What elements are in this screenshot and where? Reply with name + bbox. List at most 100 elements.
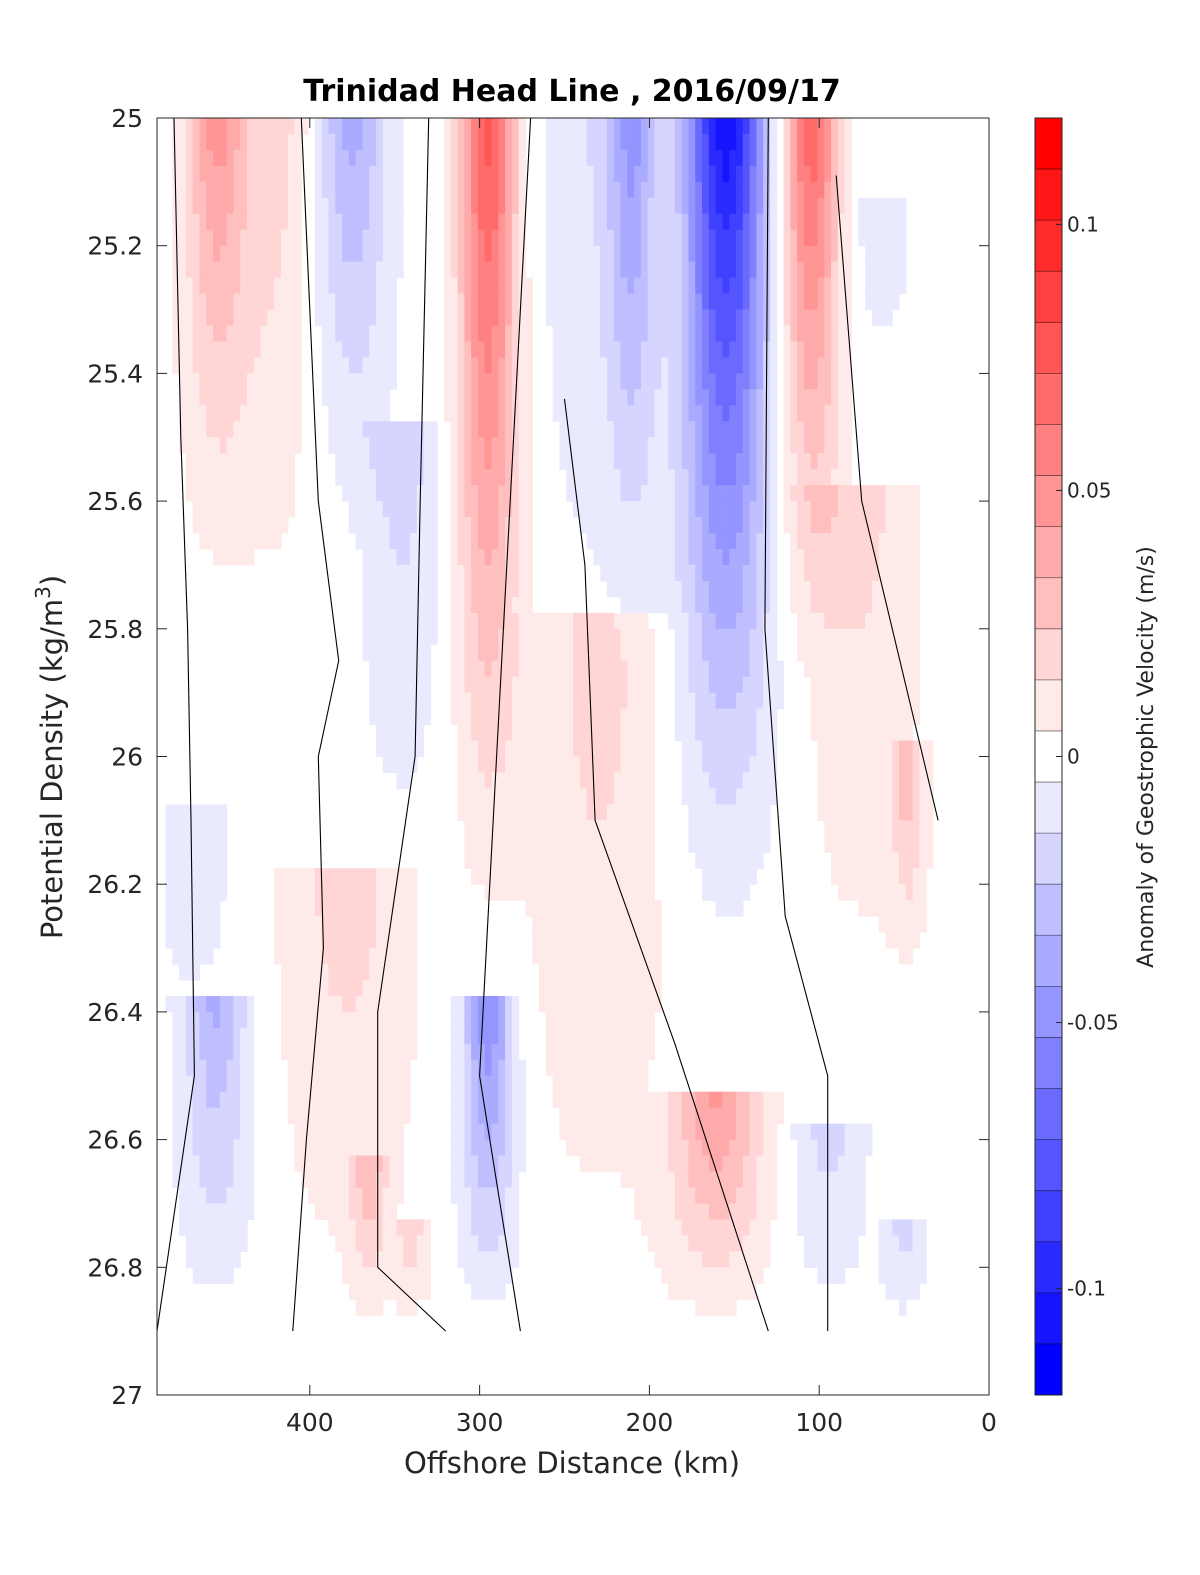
heatmap-cell — [539, 772, 547, 790]
heatmap-cell — [736, 1091, 744, 1109]
heatmap-cell — [484, 357, 493, 374]
heatmap-cell — [579, 740, 588, 758]
heatmap-cell — [477, 165, 486, 183]
heatmap-cell — [613, 213, 622, 231]
heatmap-cell — [586, 1011, 594, 1029]
heatmap-cell — [865, 533, 873, 550]
heatmap-cell — [240, 1123, 248, 1141]
heatmap-cell — [240, 373, 248, 390]
heatmap-cell — [294, 1123, 302, 1141]
heatmap-cell — [362, 979, 370, 997]
heatmap-cell — [185, 421, 194, 438]
heatmap-cell — [573, 1091, 581, 1109]
heatmap-cell — [674, 325, 683, 343]
heatmap-cell — [471, 517, 479, 534]
heatmap-cell — [518, 564, 527, 582]
heatmap-cell — [613, 181, 622, 199]
heatmap-cell — [858, 229, 866, 247]
heatmap-cell — [280, 181, 289, 199]
heatmap-cell — [301, 979, 309, 997]
heatmap-cell — [484, 756, 493, 774]
heatmap-cell — [600, 724, 608, 742]
heatmap-cell — [233, 181, 241, 199]
heatmap-cell — [749, 612, 757, 630]
heatmap-cell — [729, 740, 737, 758]
heatmap-cell — [573, 325, 581, 343]
heatmap-cell — [627, 149, 635, 167]
heatmap-cell — [851, 533, 859, 550]
heatmap-cell — [708, 708, 717, 726]
heatmap-cell — [369, 995, 377, 1013]
heatmap-cell — [233, 1123, 241, 1141]
heatmap-cell — [539, 948, 547, 965]
heatmap-cell — [484, 708, 493, 726]
heatmap-cell — [573, 852, 581, 869]
heatmap-cell — [335, 309, 343, 327]
heatmap-cell — [450, 660, 459, 678]
heatmap-cell — [369, 517, 377, 534]
heatmap-cell — [511, 341, 520, 359]
heatmap-cell — [871, 628, 880, 646]
heatmap-cell — [858, 724, 866, 742]
heatmap-cell — [763, 181, 771, 199]
heatmap-cell — [192, 1139, 201, 1157]
heatmap-cell — [477, 788, 486, 805]
heatmap-cell — [668, 501, 676, 518]
heatmap-cell — [783, 517, 791, 534]
heatmap-cell — [579, 357, 588, 374]
heatmap-cell — [783, 181, 791, 199]
heatmap-cell — [654, 118, 662, 135]
heatmap-cell — [342, 900, 350, 917]
heatmap-cell — [620, 772, 628, 790]
heatmap-cell — [756, 213, 764, 231]
heatmap-cell — [647, 995, 656, 1013]
heatmap-cell — [179, 293, 187, 311]
heatmap-cell — [620, 389, 628, 406]
heatmap-cell — [219, 820, 228, 837]
heatmap-cell — [742, 357, 751, 374]
heatmap-cell — [586, 612, 594, 630]
heatmap-cell — [423, 628, 431, 646]
heatmap-cell — [647, 548, 656, 566]
heatmap-cell — [484, 772, 493, 790]
heatmap-cell — [674, 293, 683, 311]
heatmap-cell — [545, 788, 554, 805]
heatmap-cell — [532, 708, 540, 726]
heatmap-cell — [674, 1123, 683, 1141]
heatmap-cell — [661, 197, 669, 215]
heatmap-cell — [545, 293, 554, 311]
heatmap-cell — [532, 756, 540, 774]
heatmap-cell — [668, 149, 676, 167]
heatmap-cell — [593, 405, 601, 422]
heatmap-cell — [844, 197, 853, 215]
heatmap-cell — [213, 118, 221, 135]
heatmap-cell — [844, 341, 853, 359]
heatmap-cell — [640, 501, 649, 518]
heatmap-cell — [185, 469, 194, 486]
heatmap-cell — [321, 293, 330, 311]
heatmap-cell — [742, 453, 751, 470]
heatmap-cell — [613, 1091, 622, 1109]
heatmap-cell — [199, 820, 207, 837]
heatmap-cell — [199, 437, 207, 454]
heatmap-cell — [613, 1027, 622, 1045]
heatmap-cell — [396, 932, 404, 949]
heatmap-cell — [179, 948, 187, 965]
heatmap-cell — [749, 213, 757, 231]
heatmap-cell — [729, 421, 737, 438]
heatmap-cell — [491, 1011, 499, 1029]
heatmap-cell — [165, 916, 173, 933]
heatmap-cell — [199, 868, 207, 885]
heatmap-cell — [471, 708, 479, 726]
heatmap-cell — [471, 564, 479, 582]
heatmap-cell — [566, 1123, 574, 1141]
heatmap-cell — [274, 884, 282, 901]
heatmap-cell — [688, 229, 696, 247]
heatmap-cell — [471, 389, 479, 406]
heatmap-cell — [532, 900, 540, 917]
heatmap-cell — [206, 1027, 214, 1045]
heatmap-cell — [899, 533, 907, 550]
heatmap-cell — [871, 644, 880, 662]
heatmap-cell — [749, 868, 757, 885]
heatmap-cell — [518, 676, 527, 694]
